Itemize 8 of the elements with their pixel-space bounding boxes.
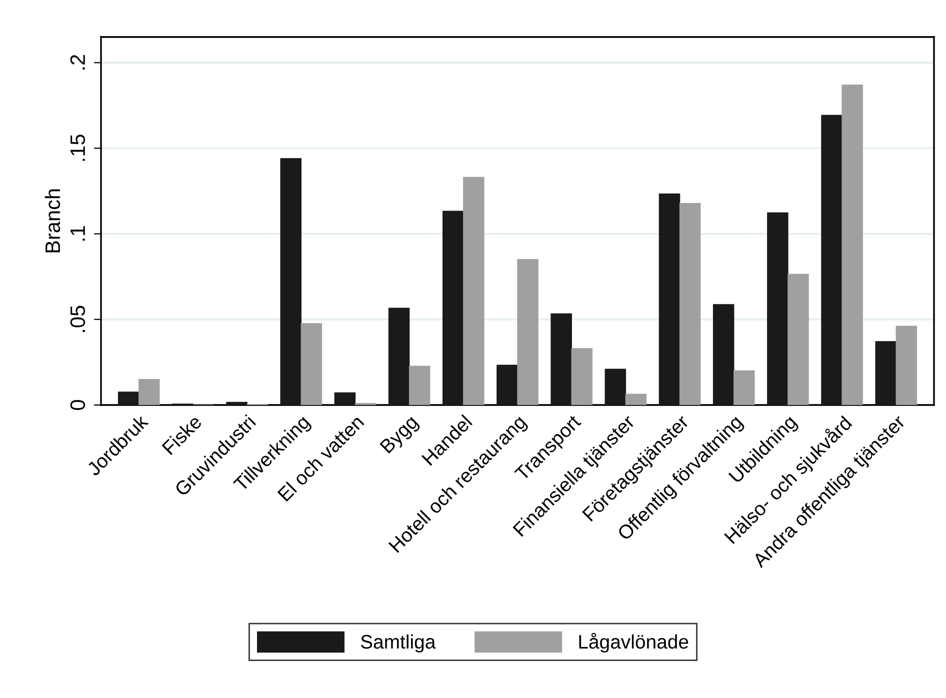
- legend-label: Samtliga: [360, 634, 436, 653]
- y-tick-label: .1: [70, 226, 85, 241]
- y-axis-title: Branch: [44, 189, 60, 252]
- y-tick-label: .05: [70, 306, 86, 332]
- legend-label: Lågavlönade: [579, 632, 688, 653]
- y-tick-label: .2: [70, 55, 85, 70]
- y-tick-label: .15: [70, 134, 86, 161]
- y-tick-label: 0: [70, 400, 86, 410]
